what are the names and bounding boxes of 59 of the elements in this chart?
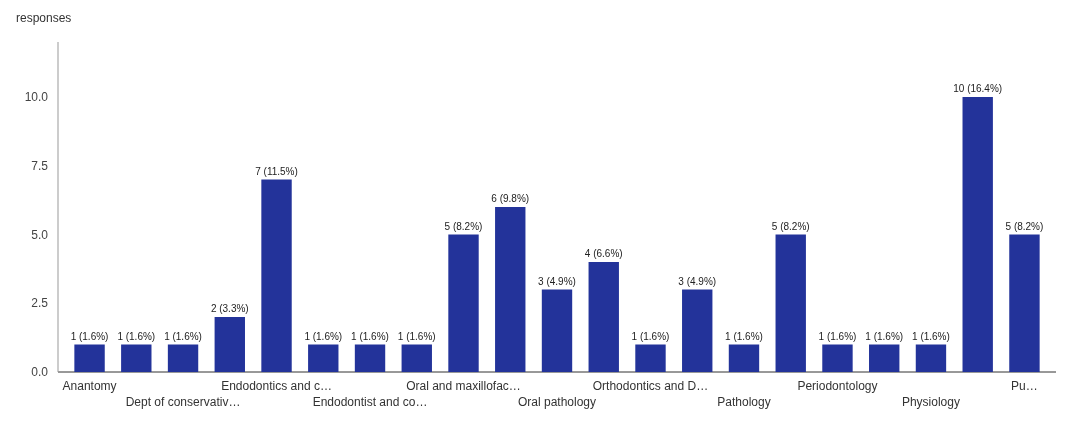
bar	[822, 344, 853, 372]
x-tick-label: Anantomy	[62, 379, 117, 393]
data-label: 1 (1.6%)	[912, 330, 950, 342]
y-axis-title: responses	[16, 11, 72, 25]
data-label: 1 (1.6%)	[631, 330, 670, 342]
x-tick-label: Pu…	[1011, 379, 1038, 393]
data-label: 10 (16.4%)	[953, 83, 1003, 94]
x-tick-label: Pathology	[717, 395, 771, 409]
bar	[261, 179, 292, 372]
x-tick-label: Dept of conservativ…	[125, 395, 241, 409]
bar	[401, 344, 432, 372]
y-tick-label: 10.0	[24, 90, 49, 105]
bar	[635, 344, 666, 372]
bar	[728, 344, 760, 372]
data-label: 5 (8.2%)	[1005, 220, 1044, 232]
bar	[682, 289, 713, 372]
data-label: 1 (1.6%)	[397, 330, 436, 342]
x-tick-label: Oral and maxillofac…	[406, 379, 521, 393]
data-label: 2 (3.3%)	[210, 303, 249, 314]
data-label: 5 (8.2%)	[444, 220, 483, 232]
bar	[775, 234, 806, 372]
bar	[121, 344, 152, 372]
data-label: 5 (8.2%)	[771, 220, 810, 232]
bar	[869, 344, 900, 372]
bar	[308, 344, 339, 372]
data-label: 1 (1.6%)	[351, 330, 389, 342]
y-tick-label: 5.0	[31, 227, 49, 242]
bar	[1009, 234, 1040, 372]
x-tick-label: Physiology	[901, 395, 960, 409]
bar	[167, 344, 199, 372]
bar	[74, 344, 105, 372]
data-label: 1 (1.6%)	[117, 330, 156, 342]
bar	[448, 234, 479, 372]
y-tick-label: 0.0	[31, 365, 49, 380]
bar	[588, 262, 619, 372]
bar	[354, 344, 386, 372]
x-tick-label: Endodontics and c…	[221, 379, 332, 393]
x-tick-label: Periodontology	[797, 379, 878, 393]
x-tick-label: Oral pathology	[517, 395, 597, 409]
data-label: 1 (1.6%)	[70, 330, 109, 342]
data-label: 1 (1.6%)	[818, 330, 857, 342]
bar	[541, 289, 573, 372]
data-label: 1 (1.6%)	[865, 330, 904, 342]
y-tick-label: 7.5	[31, 158, 49, 173]
data-label: 4 (6.6%)	[584, 248, 623, 259]
data-label: 6 (9.8%)	[491, 193, 530, 204]
data-label: 1 (1.6%)	[725, 330, 763, 342]
data-label: 1 (1.6%)	[164, 330, 202, 342]
y-tick-label: 2.5	[31, 296, 49, 311]
x-tick-label: Orthodontics and D…	[592, 379, 709, 393]
bar	[962, 97, 993, 372]
data-label: 3 (4.9%)	[678, 275, 717, 287]
data-label: 7 (11.5%)	[255, 165, 298, 177]
bar	[915, 344, 947, 372]
x-tick-label: Endodontist and co…	[312, 395, 428, 409]
bar	[495, 207, 526, 372]
data-label: 1 (1.6%)	[304, 330, 343, 342]
data-label: 3 (4.9%)	[538, 275, 576, 287]
bar	[214, 317, 245, 372]
